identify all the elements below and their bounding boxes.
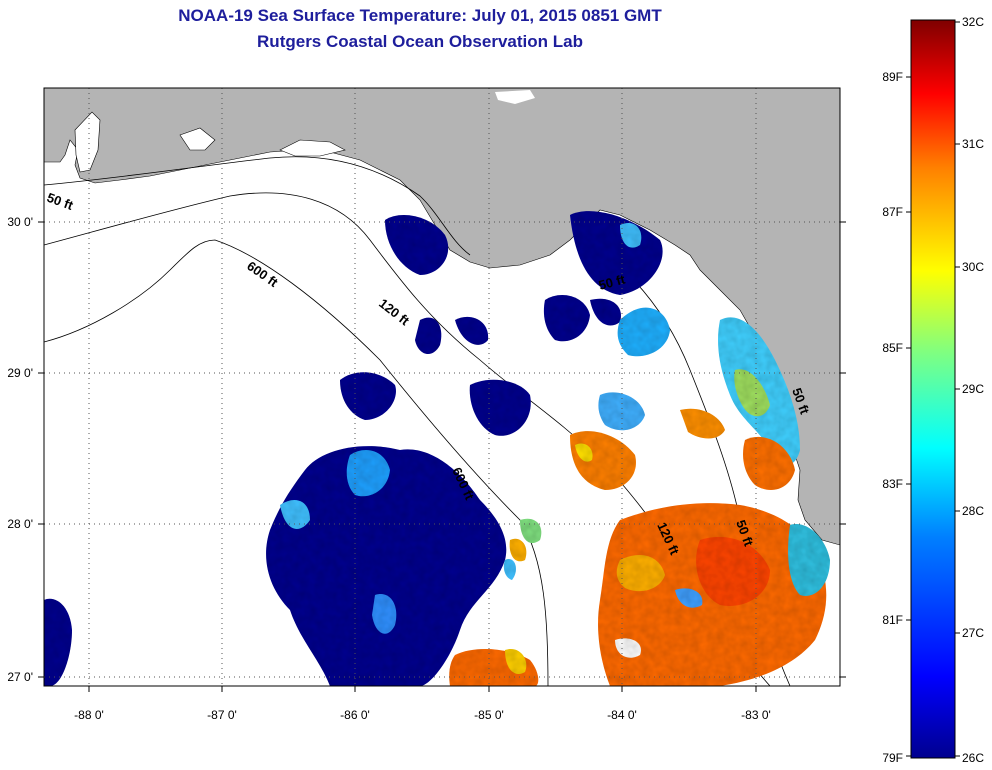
bay-inlet	[74, 111, 101, 173]
y-tick-label: 29 0'	[7, 366, 33, 380]
y-tick-label: 27 0'	[7, 670, 33, 684]
x-tick-label: -84 0'	[607, 708, 637, 722]
colorbar-ticks	[906, 21, 960, 757]
map-frame	[43, 87, 841, 687]
colorbar-fahrenheit-label: 89F	[882, 70, 903, 84]
contour-label: 50 ft	[597, 271, 627, 293]
sst-field	[44, 211, 830, 686]
colorbar-fahrenheit-label: 81F	[882, 613, 903, 627]
colorbar-celsius-label: 26C	[962, 751, 984, 765]
x-tick-label: -85 0'	[474, 708, 504, 722]
colorbar-fahrenheit-label: 79F	[882, 751, 903, 765]
colorbar-fahrenheit-label: 87F	[882, 205, 903, 219]
tick-marks	[38, 221, 846, 692]
bay-apalachee	[279, 139, 346, 157]
colorbar-celsius-label: 28C	[962, 504, 984, 518]
colorbar-celsius-label: 30C	[962, 260, 984, 274]
colorbar-celsius-label: 27C	[962, 626, 984, 640]
x-tick-label: -88 0'	[74, 708, 104, 722]
map-title: NOAA-19 Sea Surface Temperature: July 01…	[178, 6, 662, 25]
colorbar-fahrenheit-label: 85F	[882, 341, 903, 355]
colorbar-celsius-label: 32C	[962, 15, 984, 29]
y-tick-label: 28 0'	[7, 517, 33, 531]
x-tick-label: -83 0'	[741, 708, 771, 722]
colorbar-fahrenheit-label: 83F	[882, 477, 903, 491]
bay-choctaw	[179, 127, 216, 151]
cloud-speck	[495, 90, 535, 104]
contour-600ft	[44, 239, 549, 686]
x-tick-label: -87 0'	[207, 708, 237, 722]
contour-50ft-west	[44, 156, 471, 256]
temperature-colorbar	[910, 19, 956, 759]
map-subtitle: Rutgers Coastal Ocean Observation Lab	[257, 32, 583, 51]
colorbar-celsius-label: 29C	[962, 382, 984, 396]
colorbar-celsius-label: 31C	[962, 137, 984, 151]
x-tick-label: -86 0'	[340, 708, 370, 722]
y-tick-label: 30 0'	[7, 215, 33, 229]
